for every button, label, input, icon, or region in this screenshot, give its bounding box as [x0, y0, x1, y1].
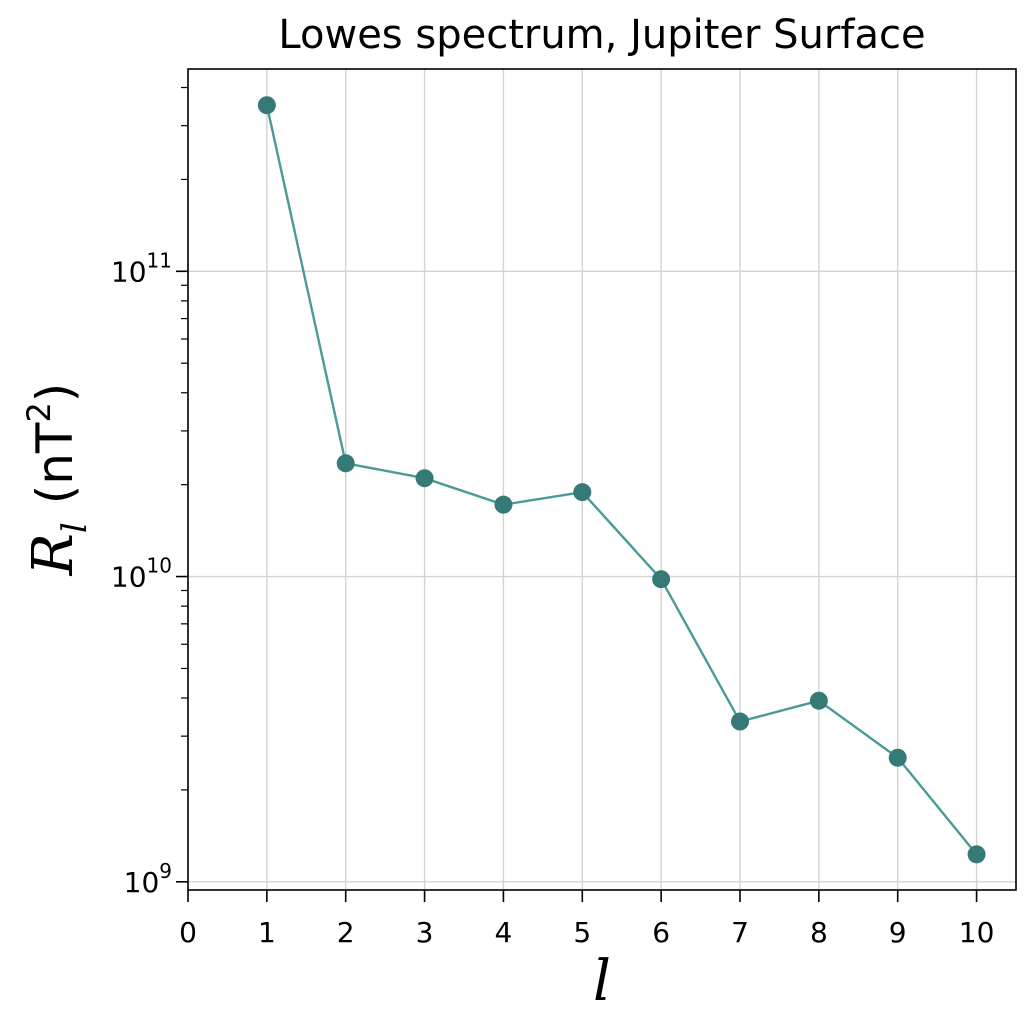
- y-minor-ticks: [181, 86, 188, 791]
- y-axis-label-unit: (nT: [26, 422, 84, 504]
- y-axis-label-subscript: l: [55, 522, 95, 533]
- series-polyline: [265, 104, 978, 856]
- data-point: [809, 691, 828, 710]
- chart-title: Lowes spectrum, Jupiter Surface: [278, 12, 925, 58]
- data-point: [967, 845, 986, 864]
- x-tick-label: 4: [495, 916, 513, 949]
- y-tick-label: 1010: [111, 554, 172, 594]
- x-tick-label: 8: [810, 916, 828, 949]
- y-axis-label-symbol: R: [21, 533, 86, 576]
- x-tick-label: 5: [573, 916, 591, 949]
- y-tick-label: 1011: [111, 248, 172, 288]
- y-axis-label-unit-close: ): [26, 383, 84, 403]
- x-tick-label: 2: [337, 916, 355, 949]
- series-line: [265, 104, 978, 856]
- data-point: [336, 454, 355, 473]
- data-point: [257, 96, 276, 115]
- x-axis-label: l: [593, 949, 611, 1014]
- y-axis-label: Rl (nT2): [20, 383, 95, 577]
- x-tick-label: 6: [652, 916, 670, 949]
- plot-frame: [187, 68, 1017, 891]
- y-tick-label: 109: [124, 859, 172, 899]
- data-points: [257, 96, 986, 864]
- x-tick-label: 3: [416, 916, 434, 949]
- data-point: [652, 570, 671, 589]
- svg-text:Rl(nT2): Rl (nT2): [20, 383, 95, 577]
- data-point: [573, 483, 592, 502]
- axis-ticks: 0 1 2 3 4 5 6 7 8 9 10 109 1010 1011: [111, 248, 994, 949]
- data-point: [888, 748, 907, 767]
- data-point: [494, 495, 513, 514]
- grid: [187, 69, 1016, 890]
- data-point: [415, 469, 434, 488]
- x-tick-label: 0: [179, 916, 197, 949]
- x-tick-label: 1: [258, 916, 276, 949]
- y-axis-label-unit-power: 2: [20, 402, 58, 422]
- x-tick-label: 7: [731, 916, 749, 949]
- x-tick-label: 10: [959, 916, 995, 949]
- data-point: [731, 712, 749, 731]
- x-tick-label: 9: [889, 916, 907, 949]
